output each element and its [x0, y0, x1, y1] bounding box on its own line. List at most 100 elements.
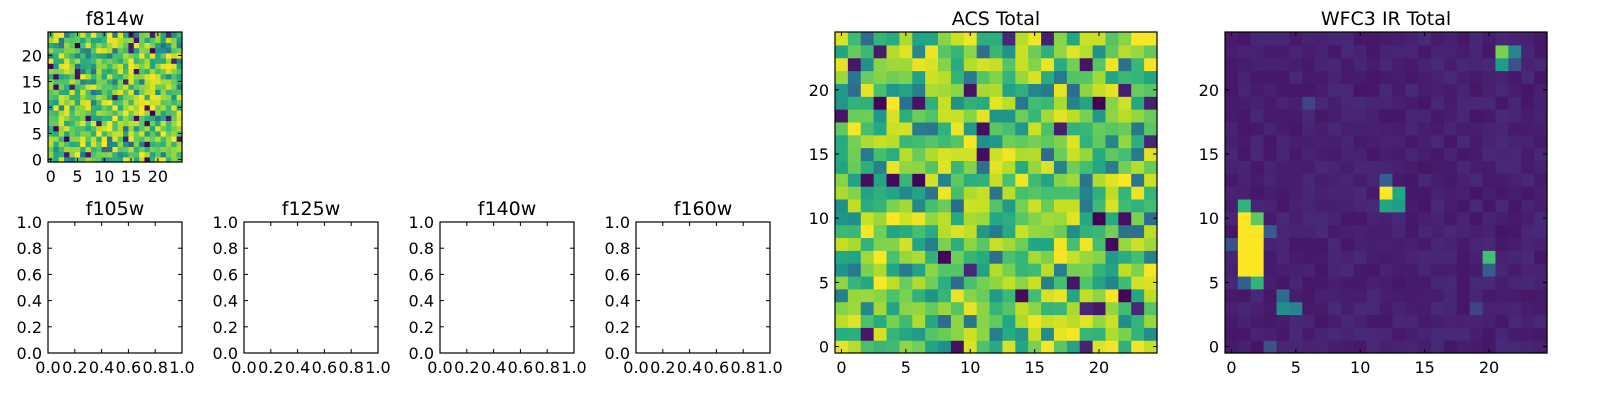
heatmap-cell — [1340, 224, 1355, 239]
heatmap-cell — [1250, 275, 1265, 290]
heatmap-cell — [1469, 340, 1484, 354]
heatmap-cell — [963, 250, 978, 264]
heatmap-cell — [1041, 314, 1055, 328]
heatmap-cell — [1092, 263, 1107, 277]
heatmap-cell — [171, 52, 178, 59]
x-tick-label: 0.8 — [534, 358, 559, 377]
heatmap-cell — [976, 70, 991, 84]
heatmap-cell — [96, 141, 103, 147]
heatmap-cell — [1379, 186, 1394, 200]
heatmap-cell — [1302, 237, 1316, 251]
heatmap-cell — [963, 211, 978, 226]
heatmap-cell — [1118, 263, 1132, 277]
heatmap-cell — [1315, 70, 1329, 84]
heatmap-cell — [976, 211, 991, 226]
heatmap-cell — [899, 340, 913, 354]
heatmap-cell — [1131, 70, 1145, 84]
heatmap-cell — [847, 134, 862, 149]
heatmap-cell — [1521, 32, 1535, 46]
heatmap-cell — [1053, 83, 1068, 97]
heatmap-cell — [1521, 134, 1535, 149]
heatmap-cell — [1118, 301, 1132, 316]
heatmap-cell — [160, 115, 167, 121]
heatmap-cell — [835, 250, 849, 264]
heatmap-cell — [133, 99, 140, 106]
heatmap-cell — [69, 141, 76, 147]
heatmap-cell — [1405, 237, 1419, 251]
heatmap-cell — [1276, 134, 1290, 149]
heatmap-cell — [165, 151, 172, 158]
heatmap-cell — [1456, 288, 1471, 303]
heatmap-cell — [74, 58, 81, 64]
heatmap-cell — [912, 211, 926, 226]
heatmap-cell — [171, 73, 178, 80]
heatmap-cell — [176, 32, 183, 38]
heatmap-cell — [80, 141, 87, 147]
heatmap-cell — [1263, 198, 1278, 213]
heatmap-cell — [106, 146, 113, 153]
heatmap-cell — [101, 89, 108, 95]
heatmap-cell — [1289, 288, 1303, 303]
heatmap-cell — [69, 146, 76, 153]
heatmap-cell — [976, 327, 991, 341]
heatmap-cell — [96, 68, 103, 75]
heatmap-cell — [112, 32, 119, 38]
heatmap-cell — [886, 263, 900, 277]
heatmap-cell — [1289, 83, 1303, 97]
heatmap-cell — [144, 141, 151, 147]
heatmap-cell — [176, 115, 183, 121]
heatmap-cell — [101, 94, 108, 101]
heatmap-cell — [1443, 173, 1458, 187]
heatmap-cell — [1225, 263, 1239, 277]
heatmap-cell — [1443, 327, 1458, 341]
x-tick-label: 5 — [1291, 358, 1301, 377]
heatmap-cell — [85, 58, 92, 64]
heatmap-cell — [1237, 83, 1252, 97]
heatmap-cell — [1144, 327, 1158, 341]
heatmap-cell — [1482, 327, 1497, 341]
y-tick-label: 0.8 — [409, 239, 434, 258]
heatmap-cell — [133, 47, 140, 54]
heatmap-cell — [1495, 314, 1509, 328]
heatmap-cell — [1418, 250, 1432, 264]
heatmap-cell — [69, 73, 76, 80]
heatmap-cell — [1131, 198, 1145, 213]
heatmap-cell — [106, 42, 113, 49]
heatmap-cell — [1131, 109, 1145, 123]
heatmap-cell — [1328, 211, 1342, 226]
heatmap-cell — [1276, 224, 1290, 239]
x-tick-label: 1.0 — [365, 358, 390, 377]
heatmap-cell — [1079, 32, 1094, 46]
heatmap-cell — [1418, 186, 1432, 200]
heatmap-cell — [950, 70, 965, 84]
heatmap-cell — [1469, 237, 1484, 251]
heatmap-cell — [1508, 327, 1522, 341]
heatmap-cell — [1144, 301, 1158, 316]
heatmap-cell — [1237, 250, 1252, 264]
heatmap-cell — [1066, 340, 1081, 354]
heatmap-cell — [1508, 44, 1522, 59]
heatmap-cell — [1105, 57, 1119, 72]
heatmap-cell — [1237, 237, 1252, 251]
y-tick-label: 0.6 — [17, 265, 42, 284]
heatmap-cell — [1237, 44, 1252, 59]
heatmap-cell — [106, 52, 113, 59]
heatmap-cell — [1379, 211, 1394, 226]
heatmap-cell — [176, 42, 183, 49]
heatmap-cell — [1105, 44, 1119, 59]
heatmap-cell — [155, 141, 162, 147]
heatmap-cell — [963, 224, 978, 239]
heatmap-cell — [899, 288, 913, 303]
heatmap-cell — [899, 198, 913, 213]
heatmap-cell — [1015, 32, 1029, 46]
heatmap-cell — [144, 52, 151, 59]
heatmap-cell — [847, 314, 862, 328]
heatmap-cell — [847, 32, 862, 46]
heatmap-cell — [1144, 275, 1158, 290]
heatmap-cell — [1053, 250, 1068, 264]
heatmap-cell — [1118, 96, 1132, 110]
heatmap-cell — [1302, 211, 1316, 226]
heatmap-cell — [1328, 147, 1342, 161]
heatmap-cell — [171, 146, 178, 153]
heatmap-cell — [1131, 263, 1145, 277]
